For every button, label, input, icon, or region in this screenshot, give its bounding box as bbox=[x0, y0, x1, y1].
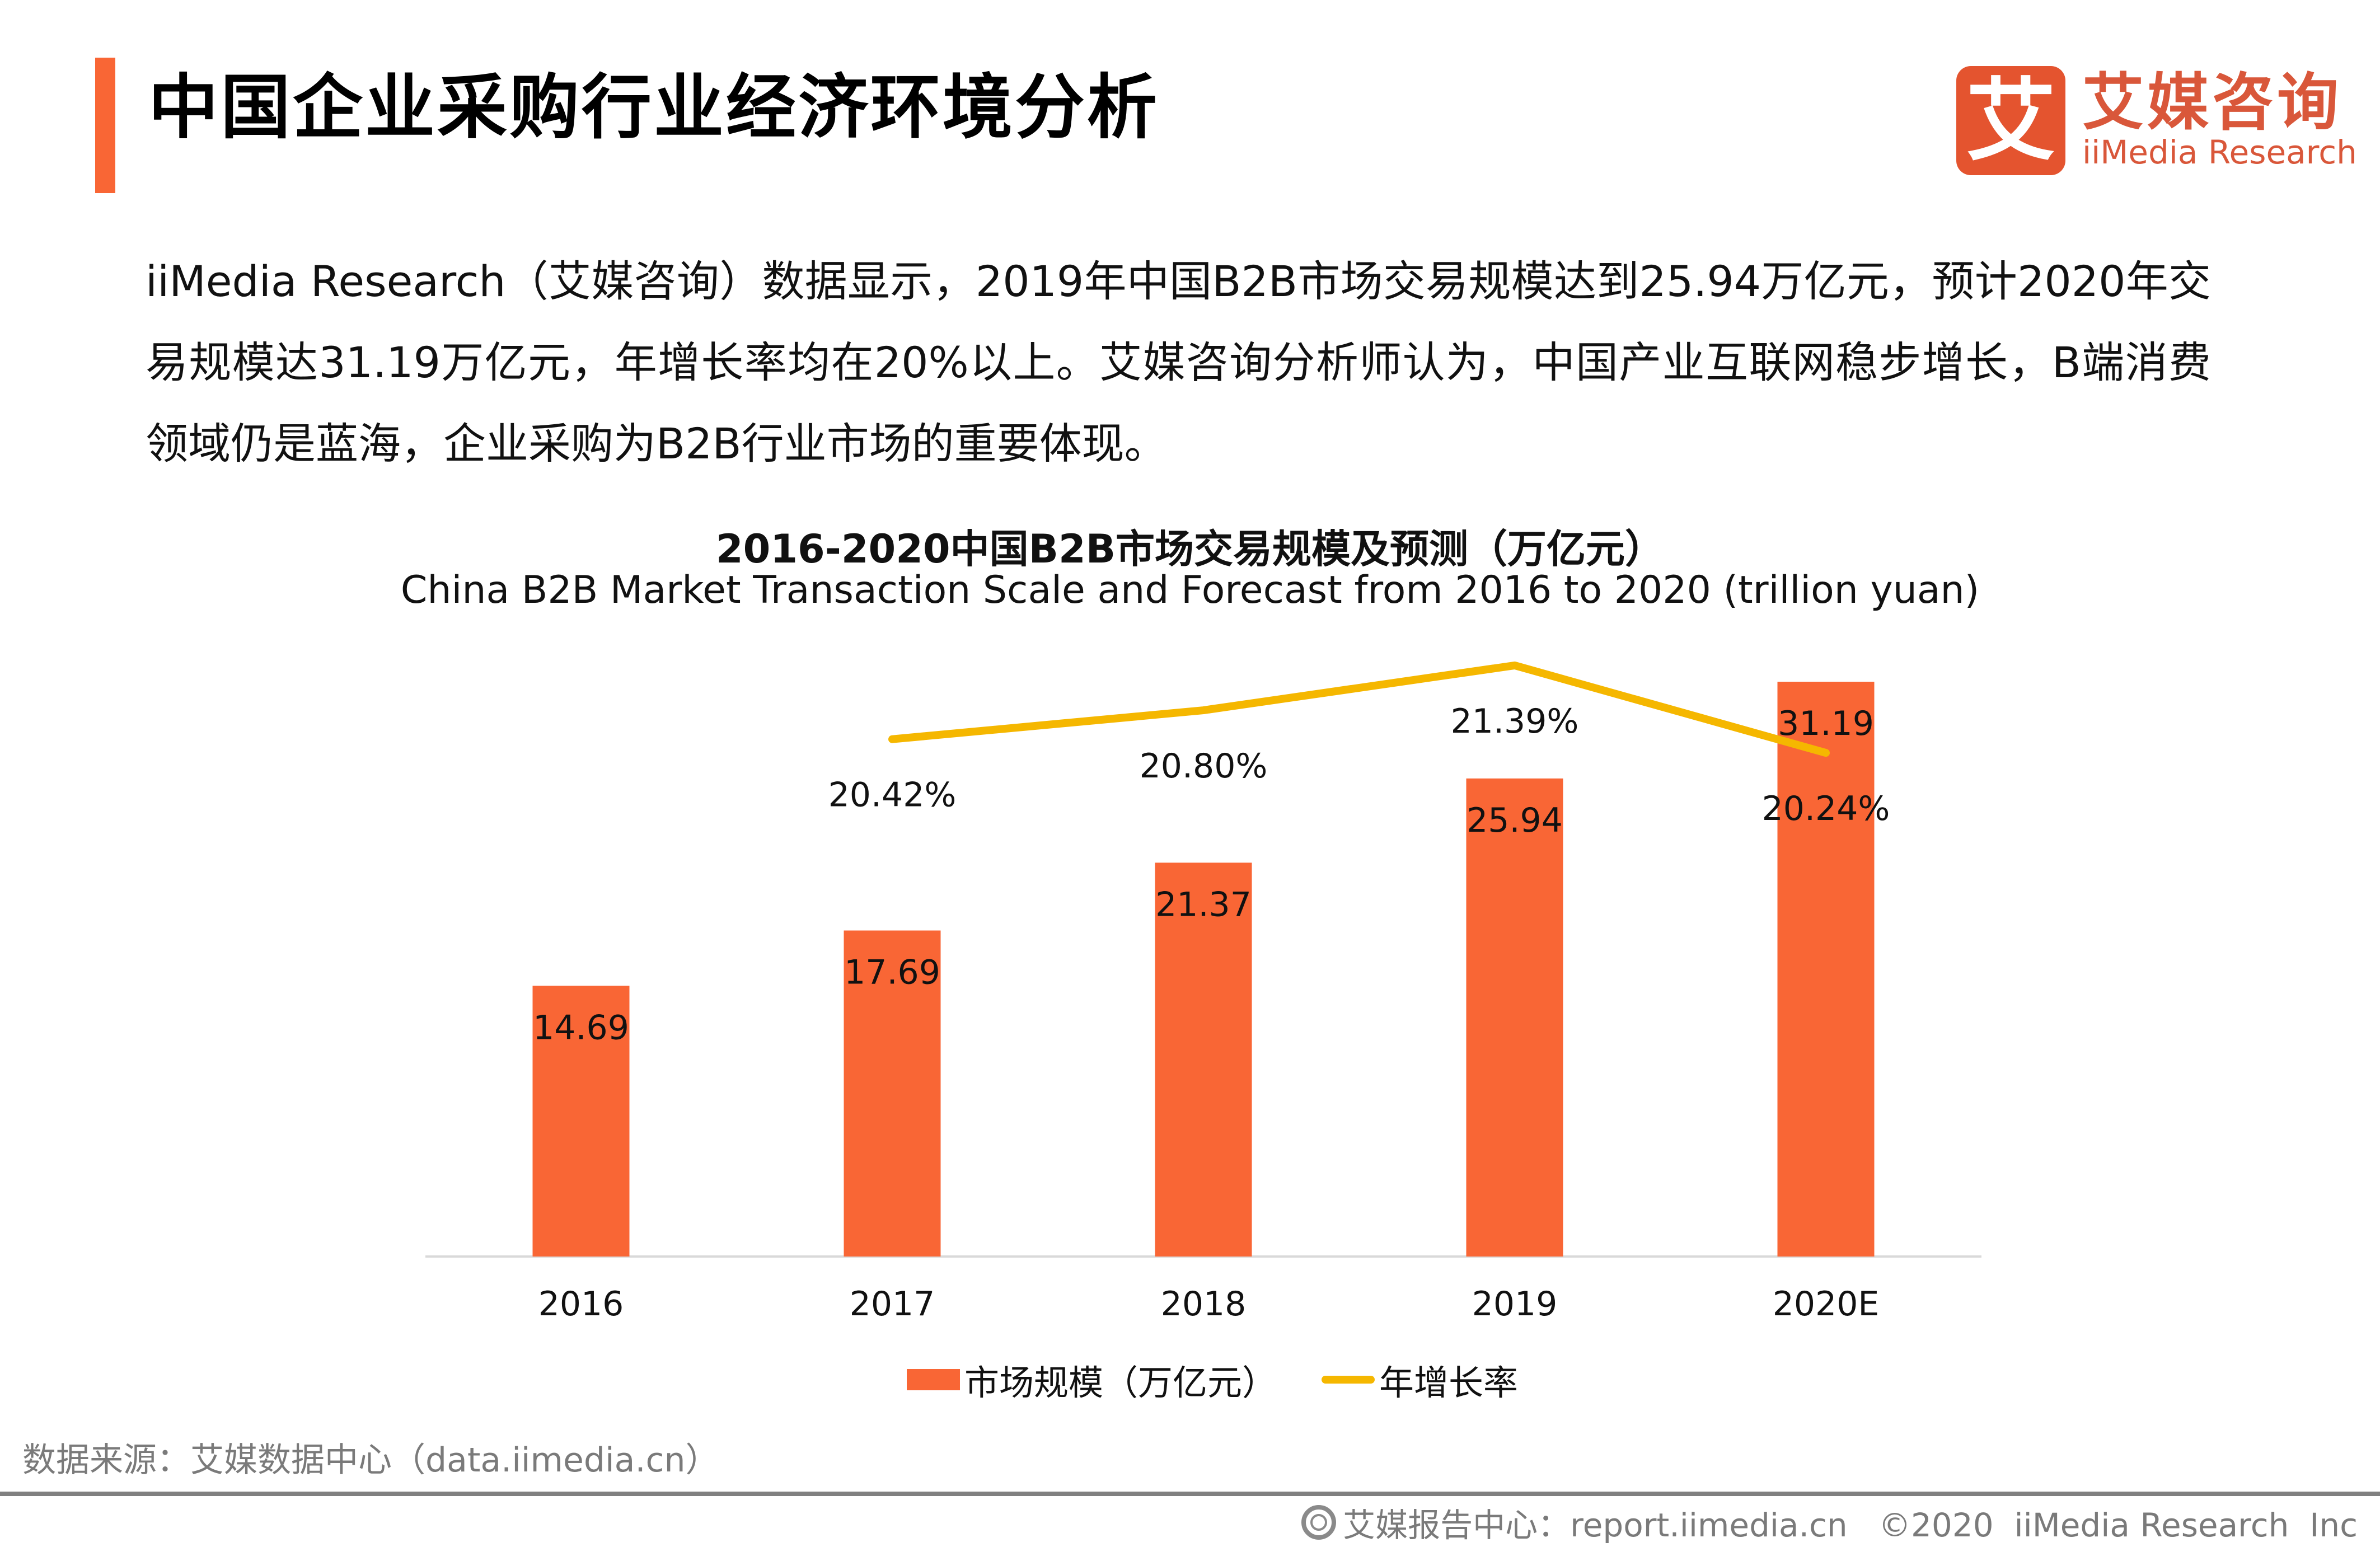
footer-divider bbox=[0, 1492, 2380, 1496]
logo-name-en: iiMedia Research bbox=[2082, 133, 2357, 172]
bar-2019 bbox=[1466, 778, 1563, 1257]
growth-rate-label: 20.24% bbox=[1762, 789, 1890, 828]
legend-bar-label: 市场规模（万亿元） bbox=[964, 1362, 1277, 1403]
bar-value-label: 25.94 bbox=[1467, 801, 1563, 840]
iimedia-logo: 艾 艾媒咨询 iiMedia Research bbox=[1956, 66, 2357, 175]
x-tick-label: 2019 bbox=[1472, 1285, 1558, 1324]
growth-rate-label: 20.42% bbox=[828, 776, 957, 815]
bar-value-label: 31.19 bbox=[1778, 704, 1874, 743]
bar-value-label: 21.37 bbox=[1155, 885, 1252, 924]
x-tick-label: 2018 bbox=[1161, 1285, 1247, 1324]
chart-title: 2016-2020中国B2B市场交易规模及预测（万亿元） bbox=[715, 526, 1665, 572]
bar-value-label: 17.69 bbox=[844, 953, 940, 992]
legend-line-swatch bbox=[1322, 1376, 1375, 1384]
x-tick-label: 2020E bbox=[1773, 1285, 1880, 1324]
bar-2016 bbox=[532, 986, 630, 1257]
growth-rate-line bbox=[888, 661, 1830, 757]
logo-name-cn: 艾媒咨询 bbox=[2082, 66, 2342, 138]
intro-paragraph: iiMedia Research（艾媒咨询）数据显示，2019年中国B2B市场交… bbox=[146, 256, 2211, 468]
growth-rate-point bbox=[1203, 710, 1204, 711]
bar-value-label: 14.69 bbox=[533, 1008, 629, 1047]
bar-2017 bbox=[844, 930, 941, 1257]
bar-2020E bbox=[1777, 682, 1875, 1257]
legend-bar-swatch bbox=[907, 1369, 960, 1390]
logo-mark-icon: 艾 bbox=[1956, 66, 2065, 175]
footer: 艾媒报告中心：report.iimedia.cn ©2020 iiMedia R… bbox=[1301, 1499, 2358, 1546]
growth-rate-label: 21.39% bbox=[1451, 702, 1579, 741]
chart-legend: 市场规模（万亿元） 年增长率 bbox=[907, 1354, 1518, 1405]
globe-icon bbox=[1301, 1505, 1337, 1540]
growth-rate-label: 20.80% bbox=[1140, 747, 1268, 786]
data-source: 数据来源：艾媒数据中心（data.iimedia.cn） bbox=[22, 1441, 719, 1480]
x-tick-label: 2016 bbox=[538, 1285, 624, 1324]
growth-rate-point bbox=[1825, 752, 1826, 754]
chart-subtitle: China B2B Market Transaction Scale and F… bbox=[400, 568, 1980, 612]
legend-line-label: 年增长率 bbox=[1379, 1362, 1519, 1403]
growth-rate-point bbox=[1514, 664, 1515, 666]
bar-2018 bbox=[1155, 862, 1252, 1257]
footer-text: 艾媒报告中心：report.iimedia.cn ©2020 iiMedia R… bbox=[1343, 1506, 2358, 1544]
page-title: 中国企业采购行业经济环境分析 bbox=[148, 67, 1159, 148]
title-accent-bar bbox=[95, 58, 115, 193]
growth-rate-point bbox=[892, 738, 893, 740]
x-tick-label: 2017 bbox=[850, 1285, 935, 1324]
